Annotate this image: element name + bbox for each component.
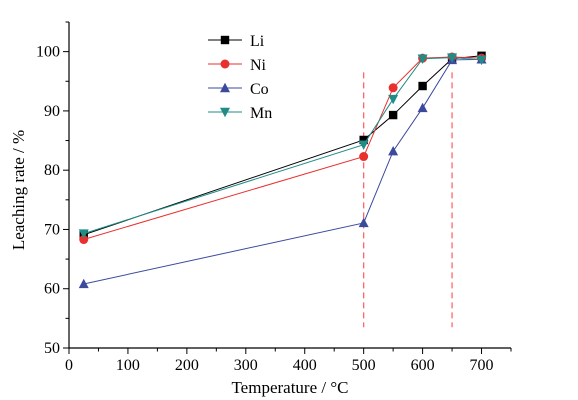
point-mn-700 [476,55,487,66]
y-tick-label-90: 90 [44,103,60,120]
legend-item-co: Co [208,81,269,98]
series-line-mn [83,57,482,235]
legend-item-li: Li [208,33,265,50]
point-mn-550 [388,94,399,105]
point-co-550 [388,146,399,156]
y-tick-label-70: 70 [44,221,60,238]
series-co [78,54,487,289]
series-line-ni [83,56,482,241]
x-tick-label-200: 200 [175,357,199,374]
x-tick-label-700: 700 [470,357,494,374]
x-tick-label-0: 0 [65,357,73,374]
legend-item-mn: Mn [208,105,272,122]
point-mn-500 [358,140,369,150]
legend-label-co: Co [250,81,269,98]
axes: 0 100 200 300 400 500 600 700 50 60 70 80 90 100 [36,21,512,374]
point-co-500 [358,217,369,228]
legend-label-ni: Ni [250,57,267,74]
point-ni-500 [359,152,369,162]
legend: Li Ni Co Mn [208,33,272,122]
legend-marker-li [220,35,230,45]
legend-label-mn: Mn [250,105,272,122]
point-li-600 [418,81,427,91]
x-tick-label-400: 400 [293,357,317,374]
y-axis-title: Leaching rate / % [9,130,28,250]
point-mn-650 [447,53,458,63]
legend-item-ni: Ni [208,57,267,74]
legend-marker-ni [220,59,230,69]
series-li [79,51,486,239]
legend-label-li: Li [250,33,265,50]
reference-lines [363,72,453,328]
y-tick-label-100: 100 [36,44,60,61]
series-layer [78,51,487,289]
point-ni-25 [79,235,89,245]
point-co-600 [417,102,428,113]
y-tick-label-80: 80 [44,162,60,179]
x-tick-label-600: 600 [411,357,435,374]
y-tick-label-50: 50 [44,340,60,357]
legend-marker-co [220,82,230,93]
point-li-500 [359,135,368,145]
y-tick-label-60: 60 [44,281,60,298]
point-ni-550 [388,83,398,93]
series-mn [78,53,487,239]
point-mn-25 [78,229,89,239]
x-tick-label-300: 300 [234,357,258,374]
x-tick-label-100: 100 [116,357,140,374]
point-mn-600 [417,54,428,64]
x-axis-title: Temperature / °C [231,378,348,397]
point-co-25 [78,278,89,289]
point-li-550 [388,110,398,120]
series-line-co [83,58,482,285]
x-tick-label-500: 500 [352,357,376,374]
legend-marker-mn [220,107,230,118]
